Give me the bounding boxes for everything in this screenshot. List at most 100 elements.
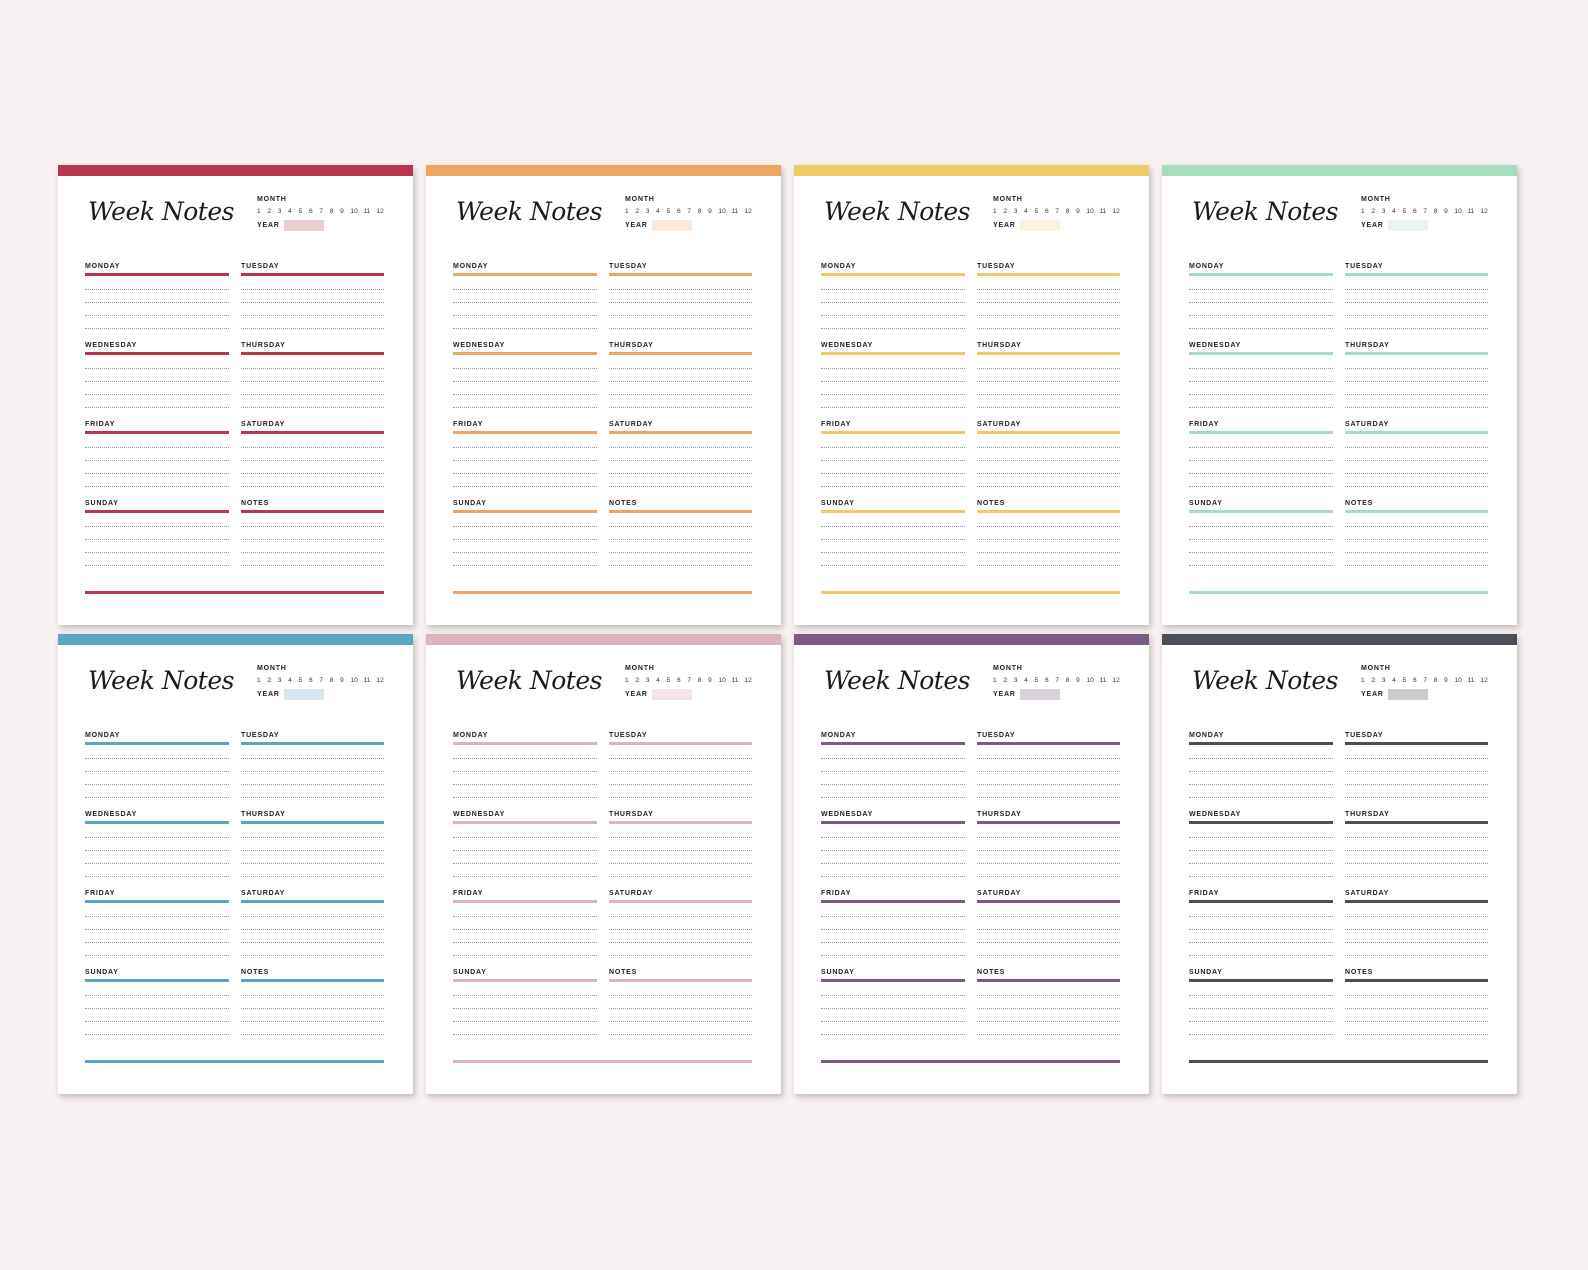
month-number[interactable]: 7: [1423, 208, 1427, 215]
writing-line[interactable]: [821, 836, 965, 838]
month-number[interactable]: 5: [298, 208, 303, 215]
month-number[interactable]: 1: [1361, 208, 1365, 215]
writing-line[interactable]: [609, 525, 752, 527]
writing-line[interactable]: [1189, 928, 1333, 930]
writing-line[interactable]: [609, 446, 752, 448]
writing-line[interactable]: [609, 564, 752, 566]
month-number[interactable]: 3: [645, 677, 650, 684]
writing-line[interactable]: [609, 915, 752, 917]
writing-line[interactable]: [85, 928, 229, 930]
writing-line[interactable]: [241, 836, 384, 838]
month-number[interactable]: 7: [687, 677, 691, 684]
writing-line[interactable]: [85, 915, 229, 917]
writing-line[interactable]: [977, 875, 1120, 877]
writing-line[interactable]: [85, 862, 229, 864]
year-field[interactable]: [652, 689, 692, 700]
writing-line[interactable]: [1189, 393, 1333, 395]
writing-line[interactable]: [1345, 288, 1488, 290]
writing-line[interactable]: [1189, 757, 1333, 759]
writing-line[interactable]: [1189, 954, 1333, 956]
writing-line[interactable]: [821, 849, 965, 851]
writing-line[interactable]: [85, 783, 229, 785]
writing-line[interactable]: [821, 459, 965, 461]
writing-line[interactable]: [977, 1007, 1120, 1009]
writing-line[interactable]: [977, 941, 1120, 943]
month-number[interactable]: 8: [329, 677, 334, 684]
month-number[interactable]: 1: [625, 677, 629, 684]
month-number[interactable]: 3: [645, 208, 650, 215]
writing-line[interactable]: [977, 915, 1120, 917]
month-number[interactable]: 9: [1076, 677, 1080, 684]
month-number[interactable]: 3: [1013, 208, 1018, 215]
month-number[interactable]: 11: [1467, 208, 1475, 215]
writing-line[interactable]: [821, 538, 965, 540]
writing-line[interactable]: [821, 301, 965, 303]
writing-line[interactable]: [453, 301, 597, 303]
writing-line[interactable]: [977, 327, 1120, 329]
writing-line[interactable]: [241, 327, 384, 329]
month-number[interactable]: 1: [257, 208, 261, 215]
writing-line[interactable]: [977, 525, 1120, 527]
writing-line[interactable]: [453, 288, 597, 290]
writing-line[interactable]: [821, 288, 965, 290]
writing-line[interactable]: [977, 314, 1120, 316]
writing-line[interactable]: [1345, 485, 1488, 487]
month-number[interactable]: 4: [1392, 208, 1396, 215]
writing-line[interactable]: [1189, 446, 1333, 448]
writing-line[interactable]: [609, 485, 752, 487]
writing-line[interactable]: [821, 380, 965, 382]
writing-line[interactable]: [1345, 954, 1488, 956]
writing-line[interactable]: [1345, 941, 1488, 943]
month-number[interactable]: 4: [288, 677, 292, 684]
writing-line[interactable]: [609, 288, 752, 290]
writing-line[interactable]: [977, 849, 1120, 851]
writing-line[interactable]: [609, 783, 752, 785]
writing-line[interactable]: [609, 994, 752, 996]
month-number[interactable]: 4: [288, 208, 292, 215]
writing-line[interactable]: [1189, 525, 1333, 527]
writing-line[interactable]: [1189, 380, 1333, 382]
writing-line[interactable]: [241, 862, 384, 864]
month-number[interactable]: 7: [1055, 208, 1059, 215]
writing-line[interactable]: [609, 314, 752, 316]
writing-line[interactable]: [85, 301, 229, 303]
writing-line[interactable]: [977, 928, 1120, 930]
writing-line[interactable]: [821, 757, 965, 759]
month-number[interactable]: 3: [1013, 677, 1018, 684]
writing-line[interactable]: [1189, 1007, 1333, 1009]
month-number[interactable]: 6: [1044, 208, 1049, 215]
writing-line[interactable]: [241, 380, 384, 382]
year-field[interactable]: [1020, 689, 1060, 700]
writing-line[interactable]: [241, 485, 384, 487]
writing-line[interactable]: [1345, 796, 1488, 798]
writing-line[interactable]: [609, 928, 752, 930]
month-number[interactable]: 1: [1361, 677, 1365, 684]
writing-line[interactable]: [85, 472, 229, 474]
writing-line[interactable]: [1345, 770, 1488, 772]
writing-line[interactable]: [1189, 538, 1333, 540]
writing-line[interactable]: [1345, 367, 1488, 369]
writing-line[interactable]: [85, 564, 229, 566]
writing-line[interactable]: [1345, 928, 1488, 930]
writing-line[interactable]: [85, 485, 229, 487]
month-number[interactable]: 11: [1099, 208, 1107, 215]
writing-line[interactable]: [1345, 393, 1488, 395]
writing-line[interactable]: [821, 770, 965, 772]
month-number[interactable]: 8: [1065, 677, 1070, 684]
writing-line[interactable]: [977, 564, 1120, 566]
writing-line[interactable]: [1345, 446, 1488, 448]
writing-line[interactable]: [1345, 314, 1488, 316]
month-number[interactable]: 8: [697, 208, 702, 215]
writing-line[interactable]: [453, 928, 597, 930]
writing-line[interactable]: [821, 551, 965, 553]
writing-line[interactable]: [453, 485, 597, 487]
writing-line[interactable]: [1345, 1020, 1488, 1022]
writing-line[interactable]: [453, 757, 597, 759]
writing-line[interactable]: [609, 1007, 752, 1009]
writing-line[interactable]: [453, 538, 597, 540]
writing-line[interactable]: [453, 796, 597, 798]
writing-line[interactable]: [609, 551, 752, 553]
writing-line[interactable]: [453, 1007, 597, 1009]
year-field[interactable]: [284, 689, 324, 700]
writing-line[interactable]: [609, 459, 752, 461]
